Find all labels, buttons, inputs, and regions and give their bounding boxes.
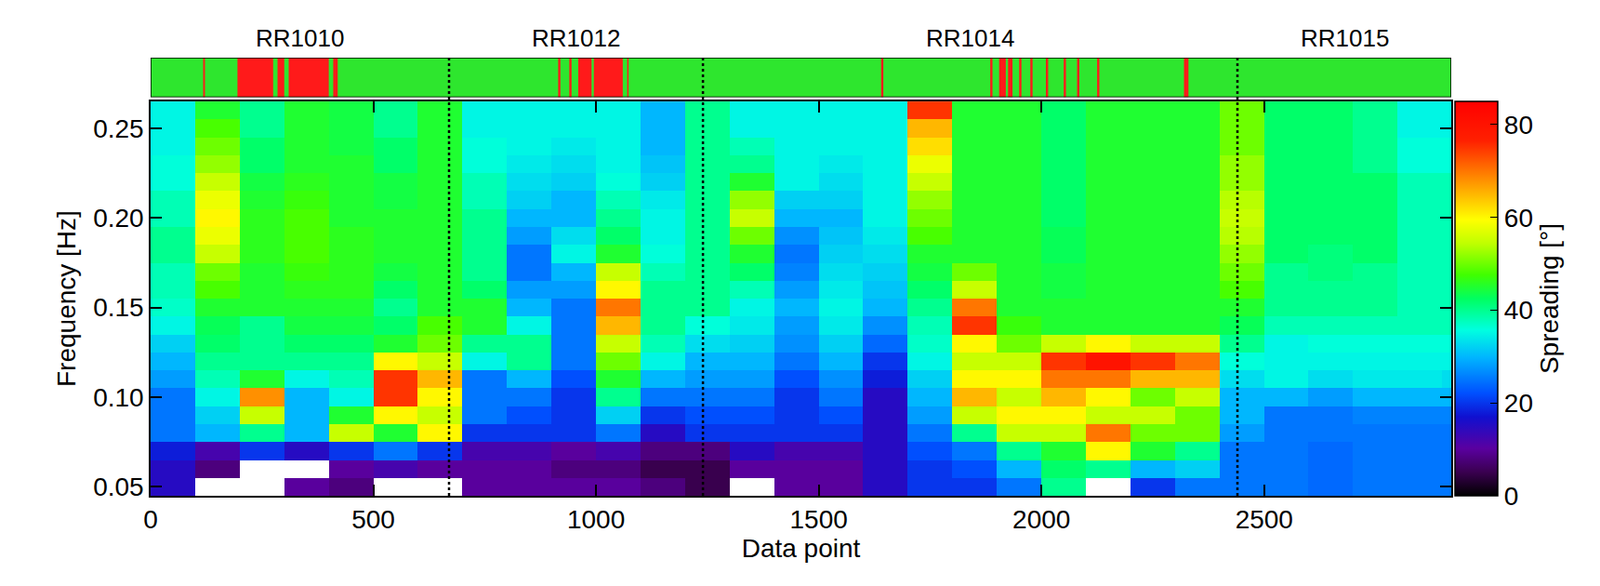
svg-text:RR1014: RR1014 (925, 24, 1015, 53)
svg-text:1500: 1500 (790, 504, 848, 534)
svg-text:80: 80 (1504, 110, 1534, 140)
svg-text:RR1012: RR1012 (531, 24, 621, 53)
svg-text:2500: 2500 (1235, 504, 1294, 534)
svg-text:Spreading [°]: Spreading [°] (1534, 223, 1564, 374)
svg-text:Frequency [Hz]: Frequency [Hz] (52, 210, 81, 387)
svg-text:0.25: 0.25 (92, 114, 145, 144)
svg-text:0: 0 (143, 504, 159, 534)
svg-text:RR1010: RR1010 (255, 24, 344, 53)
svg-text:0.10: 0.10 (92, 383, 145, 412)
svg-text:20: 20 (1504, 388, 1534, 418)
svg-text:0: 0 (1504, 481, 1520, 511)
svg-text:0.20: 0.20 (92, 203, 145, 233)
svg-text:1000: 1000 (567, 504, 625, 534)
svg-text:0.15: 0.15 (92, 292, 145, 322)
svg-text:500: 500 (351, 504, 396, 534)
svg-text:2000: 2000 (1012, 504, 1071, 534)
svg-text:RR1015: RR1015 (1300, 24, 1389, 53)
svg-text:60: 60 (1504, 203, 1534, 233)
svg-text:0.05: 0.05 (92, 472, 145, 502)
svg-text:Data point: Data point (741, 533, 861, 563)
svg-text:40: 40 (1504, 295, 1534, 325)
